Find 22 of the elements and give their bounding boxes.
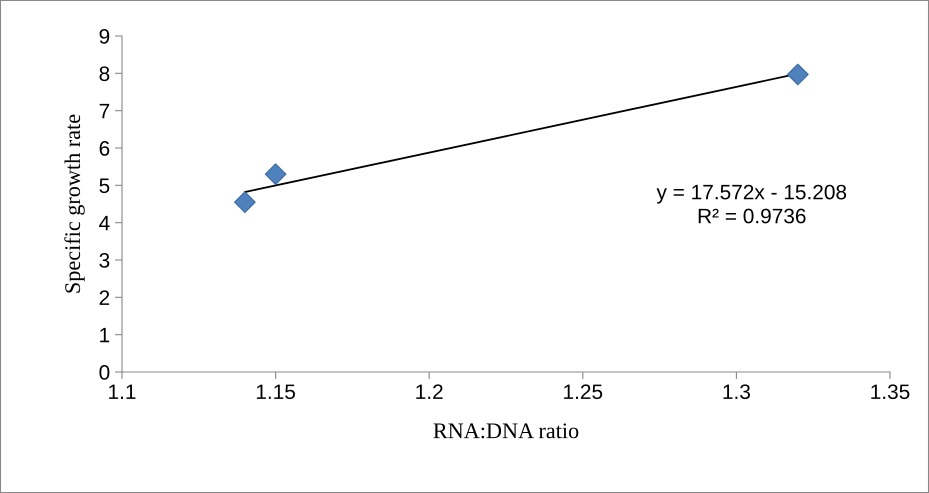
y-tick-label: 8	[100, 66, 110, 82]
y-tick-label: 5	[99, 178, 110, 194]
point	[234, 191, 256, 213]
x-tick-label: 1.25	[564, 384, 602, 400]
point	[786, 64, 809, 86]
point	[264, 163, 286, 185]
x-tick-label: 1.1	[109, 384, 136, 399]
y-tick-label: 1	[100, 328, 110, 342]
y-tick-label: 4	[99, 216, 110, 230]
x-tick-label: 1.3	[724, 384, 750, 400]
y-tick-label: 9	[100, 29, 110, 44]
y-axis-title: Specific growth rate	[64, 114, 85, 293]
annotation: y = 17.572x - 15.208 R² = 0.9736	[656, 184, 846, 224]
x-tick-label: 1.35	[871, 384, 910, 400]
x-tick-label: 1.2	[416, 384, 443, 399]
x-tick-label: 1.15	[256, 384, 295, 400]
y-tick-label: 3	[99, 253, 110, 268]
x-axis-title: RNA:DNA ratio	[433, 423, 578, 438]
y-tick-label: 2	[100, 290, 110, 305]
y-tick-label: 7	[100, 104, 110, 118]
y-tick-label: 6	[100, 141, 110, 156]
y-tick-label: 0	[99, 365, 110, 380]
